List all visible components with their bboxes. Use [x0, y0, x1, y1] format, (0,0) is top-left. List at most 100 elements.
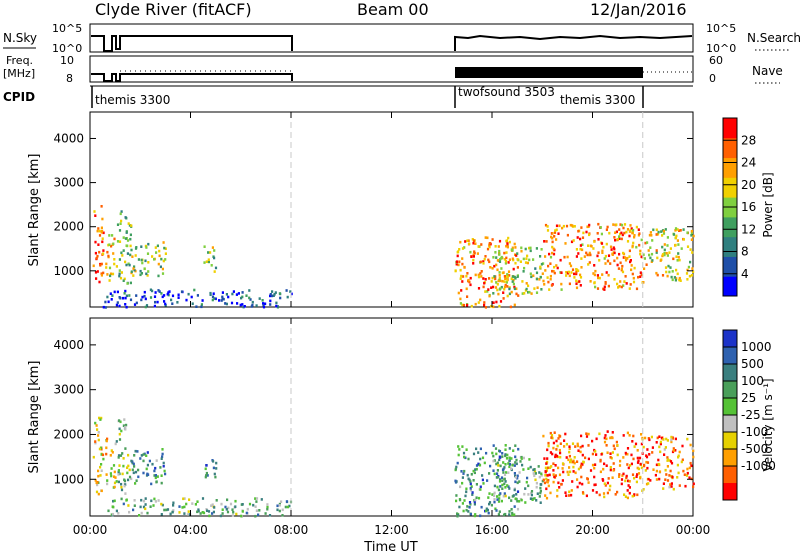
echo-cell — [458, 248, 461, 251]
echo-cell — [624, 275, 627, 278]
echo-cell — [461, 481, 464, 485]
echo-cell — [676, 463, 679, 467]
echo-cell — [634, 442, 638, 446]
echo-cell — [135, 301, 138, 305]
echo-cell — [549, 491, 552, 495]
echo-cell — [144, 497, 147, 500]
echo-cell — [625, 476, 628, 480]
echo-cell — [160, 513, 163, 516]
echo-cell — [601, 478, 604, 481]
echo-cell — [658, 470, 662, 473]
echo-cell — [494, 507, 497, 511]
echo-cell — [461, 280, 464, 283]
echo-cell — [471, 238, 474, 241]
echo-cell — [516, 481, 519, 485]
y-tick-label: 2000 — [53, 427, 84, 441]
echo-cell — [143, 290, 146, 294]
echo-cell — [111, 234, 114, 237]
echo-cell — [581, 453, 584, 457]
echo-cell — [577, 449, 580, 452]
colorbar-segment — [723, 216, 737, 238]
echo-cell — [690, 238, 693, 241]
echo-cell — [673, 276, 676, 279]
echo-cell — [679, 279, 682, 282]
echo-cell — [545, 477, 548, 481]
echo-cell — [626, 431, 629, 435]
echo-cell — [122, 296, 125, 300]
echo-cell — [691, 267, 694, 270]
power-ylabel: Slant Range [km] — [27, 154, 42, 267]
echo-cell — [125, 230, 128, 233]
echo-cell — [591, 452, 594, 456]
echo-cell — [191, 502, 194, 505]
echo-cell — [596, 287, 600, 290]
echo-cell — [620, 478, 624, 481]
echo-cell — [209, 251, 212, 254]
echo-cell — [663, 251, 666, 255]
echo-cell — [579, 247, 582, 251]
echo-cell — [550, 434, 554, 437]
echo-cell — [126, 239, 130, 242]
echo-cell — [171, 510, 174, 514]
echo-cell — [659, 442, 662, 446]
echo-cell — [646, 241, 649, 244]
echo-cell — [542, 262, 545, 265]
echo-cell — [593, 475, 596, 479]
echo-cell — [620, 231, 623, 235]
echo-cell — [549, 262, 552, 265]
echo-cell — [565, 456, 568, 459]
echo-cell — [601, 249, 604, 253]
echo-cell — [655, 251, 658, 254]
echo-cell — [624, 495, 627, 498]
echo-cell — [659, 259, 662, 262]
echo-cell — [482, 285, 485, 289]
echo-cell — [631, 231, 634, 235]
echo-cell — [613, 259, 616, 263]
echo-cell — [510, 457, 513, 460]
echo-cell — [214, 297, 217, 301]
echo-cell — [625, 230, 628, 234]
echo-cell — [266, 507, 269, 511]
echo-cell — [200, 305, 203, 309]
echo-cell — [120, 497, 123, 501]
echo-cell — [116, 301, 119, 304]
echo-cell — [245, 511, 248, 515]
echo-cell — [160, 257, 163, 261]
echo-cell — [470, 485, 473, 488]
echo-cell — [622, 472, 625, 476]
echo-cell — [119, 420, 122, 424]
echo-cell — [612, 462, 615, 465]
echo-cell — [163, 508, 166, 512]
echo-cell — [575, 248, 578, 251]
echo-cell — [557, 466, 560, 470]
echo-cell — [469, 276, 472, 280]
echo-cell — [508, 459, 511, 462]
echo-cell — [499, 464, 502, 468]
echo-cell — [134, 470, 138, 474]
echo-cell — [171, 294, 175, 298]
echo-cell — [496, 461, 499, 465]
echo-cell — [547, 484, 550, 488]
echo-cell — [506, 285, 509, 288]
echo-cell — [568, 447, 571, 450]
echo-cell — [518, 480, 521, 483]
echo-cell — [535, 481, 538, 485]
echo-cell — [461, 445, 464, 448]
echo-cell — [213, 270, 216, 273]
echo-cell — [573, 225, 576, 228]
echo-cell — [272, 294, 275, 297]
colorbar-tick-label: 28 — [741, 133, 756, 147]
echo-cell — [596, 232, 599, 235]
echo-cell — [632, 228, 635, 232]
echo-cell — [158, 290, 161, 293]
echo-cell — [514, 444, 517, 447]
echo-cell — [626, 496, 629, 500]
echo-cell — [528, 458, 531, 461]
echo-cell — [515, 287, 518, 290]
echo-cell — [504, 262, 507, 265]
echo-cell — [491, 276, 494, 280]
echo-cell — [554, 455, 557, 459]
echo-cell — [663, 248, 666, 252]
echo-cell — [573, 276, 576, 279]
echo-cell — [508, 292, 511, 296]
